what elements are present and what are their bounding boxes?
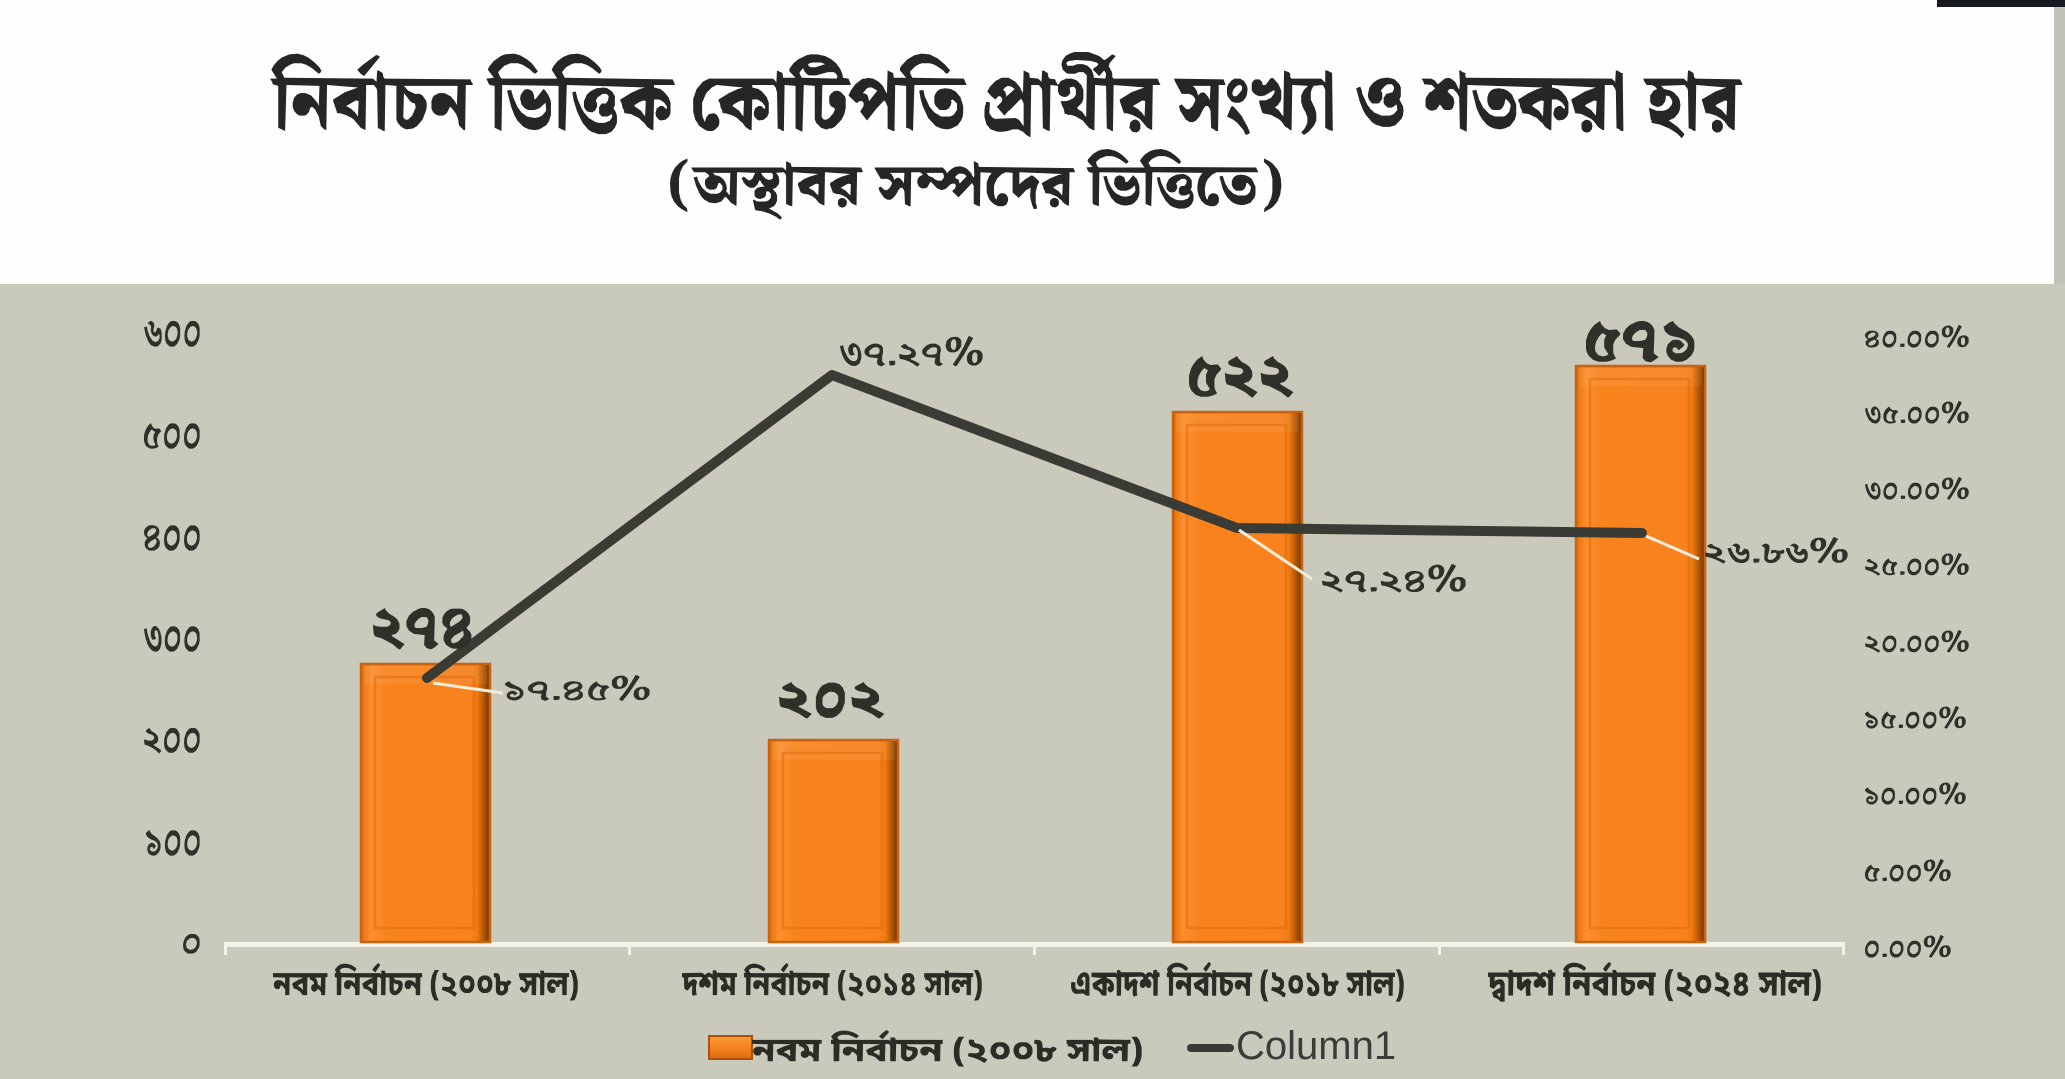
svg-text:Column1: Column1: [1236, 1024, 1396, 1068]
